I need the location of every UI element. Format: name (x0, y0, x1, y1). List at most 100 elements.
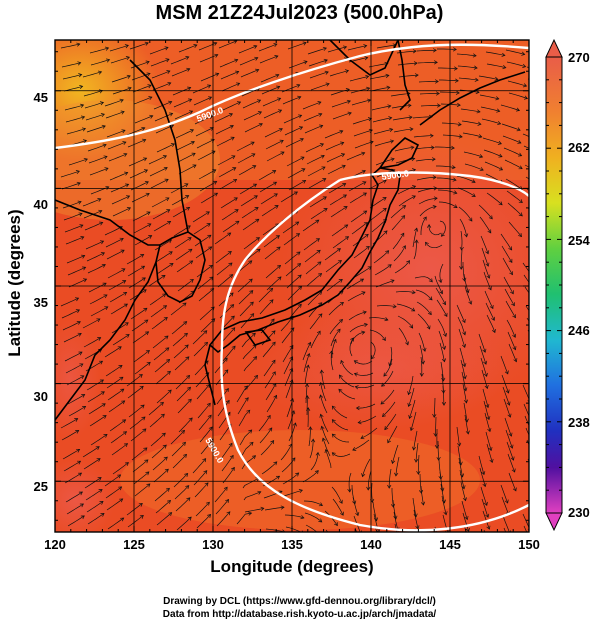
streamline-arrow (181, 429, 185, 434)
streamline-arrow (488, 545, 491, 549)
streamline-arrow (319, 124, 324, 129)
streamline-arrow (224, 369, 229, 374)
streamline-arrow (186, 225, 191, 230)
streamline-arrow (443, 511, 448, 516)
streamline-arrow (225, 387, 229, 393)
streamline (460, 249, 463, 270)
streamline (504, 417, 512, 437)
streamline (128, 157, 147, 167)
streamline-arrow (76, 321, 81, 325)
streamline (500, 104, 520, 111)
streamline-arrow (461, 318, 466, 324)
streamline-arrow (123, 152, 128, 157)
streamline-arrow (420, 360, 426, 365)
streamline-arrow (357, 420, 362, 425)
streamline (175, 375, 190, 390)
streamline-arrow (462, 331, 467, 336)
streamline (330, 88, 350, 96)
streamline (479, 216, 492, 234)
streamline-arrow (76, 42, 81, 47)
streamline (129, 416, 146, 430)
streamline-arrow (319, 143, 325, 147)
streamline (89, 294, 108, 305)
streamline (396, 303, 415, 312)
streamline (461, 120, 481, 125)
streamline (321, 426, 330, 445)
streamline (415, 442, 419, 463)
streamline-arrow (382, 336, 386, 341)
streamline (173, 344, 189, 359)
streamline-arrow (189, 278, 194, 283)
streamline (239, 183, 257, 195)
streamline (305, 143, 324, 153)
streamline-arrow (388, 116, 393, 121)
streamline (414, 276, 433, 283)
streamline (174, 237, 192, 249)
streamline (310, 331, 321, 349)
streamline (388, 468, 392, 489)
streamline (263, 360, 276, 377)
streamline (200, 318, 216, 333)
streamline (325, 142, 344, 151)
streamline (196, 139, 215, 149)
streamline (478, 75, 498, 80)
streamline (266, 395, 277, 413)
streamline (264, 246, 281, 260)
streamline-arrow (505, 389, 510, 394)
streamline (305, 524, 318, 532)
streamline (62, 201, 82, 209)
streamline (282, 345, 294, 363)
streamline-arrow (227, 232, 232, 237)
streamline (481, 369, 488, 389)
streamline-arrow (409, 324, 414, 329)
streamline (260, 193, 278, 205)
streamline (531, 373, 539, 390)
streamline (435, 416, 437, 437)
streamline (237, 153, 256, 164)
streamline-arrow (143, 447, 148, 452)
streamline-arrow (463, 399, 469, 404)
streamline-arrow (187, 86, 192, 91)
streamline (89, 167, 109, 176)
streamline (526, 66, 529, 68)
streamline-arrow (303, 60, 308, 65)
streamline (329, 319, 343, 335)
streamline-arrow (321, 437, 326, 442)
streamline-arrow (459, 265, 464, 270)
streamline (332, 405, 348, 419)
streamline (127, 265, 145, 277)
x-tick-label: 140 (360, 537, 382, 552)
streamline-arrow (318, 502, 323, 507)
streamline-arrow (440, 487, 445, 492)
streamline-arrow (280, 151, 285, 156)
streamline-arrow (170, 124, 175, 129)
streamline (128, 404, 145, 418)
streamline-arrow (138, 502, 143, 507)
streamline-arrow (160, 413, 165, 418)
streamline-arrow (293, 191, 298, 196)
streamline (413, 135, 434, 138)
streamline (284, 368, 293, 387)
streamline (353, 129, 373, 137)
x-tick-label: 125 (123, 537, 145, 552)
streamline (154, 359, 170, 373)
streamline-arrow (274, 205, 279, 209)
streamline-arrow (213, 41, 218, 46)
streamline-arrow (331, 419, 336, 424)
streamline (309, 196, 327, 208)
streamline (219, 179, 237, 190)
streamline (464, 285, 472, 305)
streamline-arrow (274, 55, 279, 59)
streamline (60, 297, 79, 307)
streamline-arrow (402, 245, 406, 250)
streamline-arrow (81, 115, 86, 120)
streamline-arrow (122, 431, 128, 436)
streamline (349, 75, 369, 82)
streamline-arrow (346, 99, 351, 104)
streamline (221, 455, 234, 472)
streamline-arrow (510, 290, 514, 295)
streamline-arrow (147, 223, 152, 228)
streamline-arrow (482, 348, 487, 353)
streamline-arrow (208, 265, 213, 269)
streamline-arrow (383, 372, 388, 377)
